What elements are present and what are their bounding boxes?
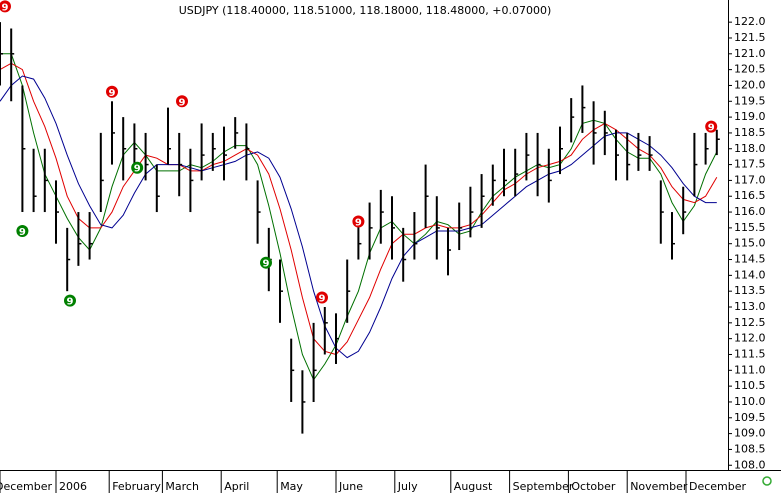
x-tick-label: June: [338, 480, 363, 493]
y-tick-label: 115.0: [734, 237, 766, 250]
x-tick-label: May: [280, 480, 303, 493]
y-tick-label: 111.0: [734, 363, 766, 376]
y-tick-label: 118.0: [734, 142, 766, 155]
count-label: 9: [319, 294, 326, 305]
count-marker: [64, 294, 76, 307]
y-tick-label: 119.5: [734, 94, 766, 107]
y-tick-label: 116.0: [734, 205, 766, 218]
count-marker: [16, 225, 29, 238]
x-tick-label: December: [0, 480, 53, 493]
chart-title: USDJPY (118.40000, 118.51000, 118.18000,…: [179, 4, 552, 17]
y-tick-label: 110.5: [734, 379, 766, 392]
y-tick-label: 109.0: [734, 427, 766, 440]
y-tick-label: 120.0: [734, 78, 766, 91]
moving-average-line: [0, 53, 718, 381]
y-tick-label: 111.5: [734, 347, 766, 360]
count-label: 9: [179, 97, 186, 108]
count-label: 9: [109, 88, 116, 99]
count-label: 9: [708, 123, 715, 134]
x-tick-label: August: [454, 480, 493, 493]
count-marker: [176, 95, 188, 108]
x-tick-label: February: [112, 480, 161, 493]
y-tick-label: 117.5: [734, 158, 766, 171]
y-tick-label: 120.5: [734, 63, 766, 76]
count-marker: [316, 291, 328, 304]
x-tick-label: November: [630, 480, 688, 493]
count-label: 9: [67, 297, 74, 308]
x-tick-label: December: [689, 480, 747, 493]
x-tick-label: July: [397, 480, 418, 493]
x-tick-label: October: [571, 480, 615, 493]
count-label: 9: [263, 259, 270, 270]
y-tick-label: 112.5: [734, 316, 766, 329]
y-tick-label: 112.0: [734, 332, 766, 345]
y-tick-label: 113.5: [734, 284, 766, 297]
count-label: 9: [355, 218, 362, 229]
x-tick-label: September: [513, 480, 574, 493]
y-tick-label: 110.0: [734, 395, 766, 408]
count-marker: [260, 256, 272, 269]
y-tick-label: 108.5: [734, 442, 766, 455]
y-tick-label: 116.5: [734, 189, 766, 202]
moving-average-line: [0, 75, 717, 359]
count-marker: [131, 161, 144, 174]
x-tick-label: March: [165, 480, 199, 493]
y-tick-label: 109.5: [734, 411, 766, 424]
y-tick-label: 113.0: [734, 300, 766, 313]
y-tick-label: 119.0: [734, 110, 766, 123]
count-marker: [0, 0, 11, 13]
y-tick-label: 121.5: [734, 31, 766, 44]
y-tick-label: 115.5: [734, 221, 766, 234]
moving-average-line: [0, 62, 718, 356]
x-tick-label: April: [224, 480, 249, 493]
count-label: 9: [19, 227, 26, 238]
count-label: 9: [134, 164, 141, 175]
y-tick-label: 121.0: [734, 47, 766, 60]
y-tick-label: 108.0: [734, 458, 766, 471]
y-tick-label: 117.0: [734, 173, 766, 186]
y-tick-label: 118.5: [734, 126, 766, 139]
count-label: 9: [2, 2, 9, 13]
count-marker: [106, 85, 118, 98]
y-tick-label: 114.0: [734, 268, 766, 281]
count-marker: [705, 120, 718, 133]
y-tick-label: 114.5: [734, 253, 766, 266]
count-marker: [352, 215, 365, 228]
y-tick-label: 122.0: [734, 15, 766, 28]
logo-icon: [762, 476, 772, 486]
x-tick-label: 2006: [59, 480, 87, 493]
